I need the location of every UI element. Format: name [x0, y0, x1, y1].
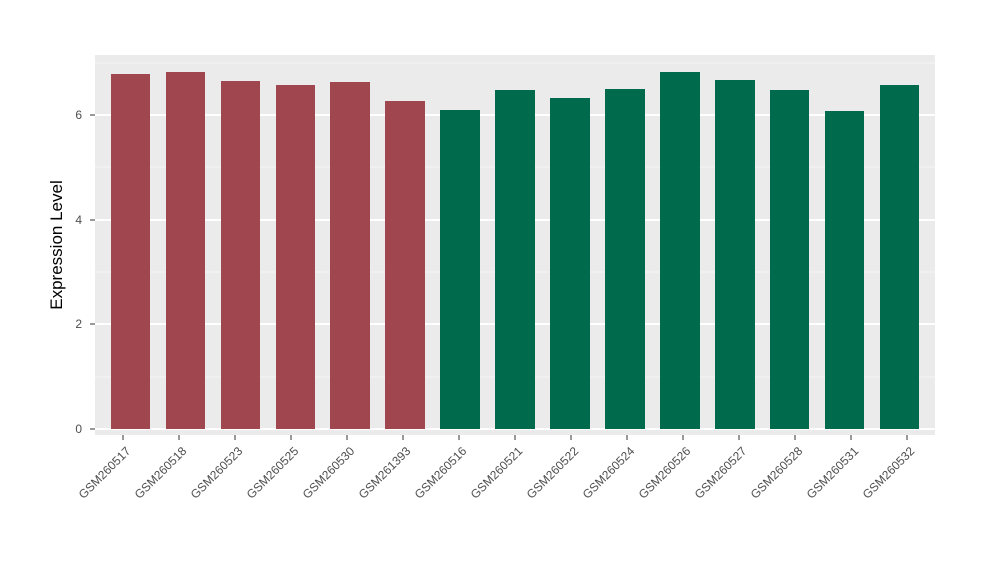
- bar-slot: [543, 55, 598, 429]
- bar-slot: [323, 55, 378, 429]
- bar-slot: [213, 55, 268, 429]
- x-tick-label: GSM260527: [691, 444, 749, 502]
- x-tick-label: GSM260531: [803, 444, 861, 502]
- bar-GSM260527: [715, 80, 755, 429]
- bar-GSM260526: [660, 72, 700, 429]
- x-tick-label: GSM261393: [355, 444, 413, 502]
- y-tick-mark: [90, 114, 95, 116]
- x-tick-mark: [682, 435, 684, 440]
- bar-GSM260524: [605, 89, 645, 429]
- bar-GSM260518: [165, 72, 206, 429]
- x-tick-label: GSM260524: [579, 444, 637, 502]
- bars-container: [95, 55, 935, 429]
- y-tick-label: 2: [75, 317, 82, 332]
- y-tick-mark: [90, 428, 95, 430]
- bar-GSM260531: [824, 110, 865, 429]
- bar-slot: [652, 55, 707, 429]
- x-tick-label: GSM260522: [523, 444, 581, 502]
- gridline-minor: [95, 62, 935, 64]
- y-tick-label: 6: [75, 108, 82, 123]
- bar-GSM260523: [220, 80, 261, 429]
- x-tick-label: GSM260521: [467, 444, 525, 502]
- bar-GSM260516: [440, 109, 480, 429]
- x-tick-mark: [234, 435, 236, 440]
- plot-panel: [95, 55, 935, 435]
- x-tick-label: GSM260517: [75, 444, 133, 502]
- x-tick-mark: [738, 435, 740, 440]
- x-tick-mark: [346, 435, 348, 440]
- x-tick-label: GSM260523: [187, 444, 245, 502]
- gridline-major: [95, 428, 935, 430]
- bar-slot: [762, 55, 817, 429]
- bar-slot: [597, 55, 652, 429]
- x-tick-label: GSM260528: [747, 444, 805, 502]
- bar-GSM260517: [110, 74, 151, 429]
- bar-slot: [817, 55, 872, 429]
- bar-slot: [103, 55, 158, 429]
- bar-slot: [488, 55, 543, 429]
- x-tick-mark: [794, 435, 796, 440]
- x-tick-mark: [906, 435, 908, 440]
- y-tick-mark: [90, 323, 95, 325]
- y-axis: 0 2 4 6: [0, 55, 95, 435]
- bar-slot: [268, 55, 323, 429]
- bar-GSM260521: [495, 90, 535, 429]
- x-tick-label: GSM260530: [299, 444, 357, 502]
- y-tick-mark: [90, 219, 95, 221]
- x-tick-mark: [626, 435, 628, 440]
- x-tick-mark: [458, 435, 460, 440]
- x-tick-label: GSM260525: [243, 444, 301, 502]
- x-tick-mark: [178, 435, 180, 440]
- bar-GSM260532: [879, 84, 920, 429]
- bar-slot: [378, 55, 433, 429]
- bar-GSM260525: [275, 84, 316, 429]
- bar-slot: [707, 55, 762, 429]
- x-tick-mark: [570, 435, 572, 440]
- x-tick-mark: [850, 435, 852, 440]
- y-tick-label: 0: [75, 422, 82, 436]
- x-tick-mark: [122, 435, 124, 440]
- x-tick-label: GSM260516: [411, 444, 469, 502]
- x-axis: GSM260517 GSM260518 GSM260523 GSM260525 GSM2…: [75, 435, 935, 580]
- bar-GSM261393: [385, 101, 425, 429]
- bar-slot: [433, 55, 488, 429]
- bar-GSM260530: [330, 82, 370, 429]
- x-tick-mark: [402, 435, 404, 440]
- x-tick-mark: [290, 435, 292, 440]
- y-tick-label: 4: [75, 212, 82, 227]
- x-tick-label: GSM260526: [635, 444, 693, 502]
- x-tick-label: GSM260532: [859, 444, 917, 502]
- bar-slot: [872, 55, 927, 429]
- bar-GSM260528: [769, 89, 810, 429]
- x-tick-mark: [514, 435, 516, 440]
- x-tick-label: GSM260518: [131, 444, 189, 502]
- bar-slot: [158, 55, 213, 429]
- bar-GSM260522: [550, 97, 590, 429]
